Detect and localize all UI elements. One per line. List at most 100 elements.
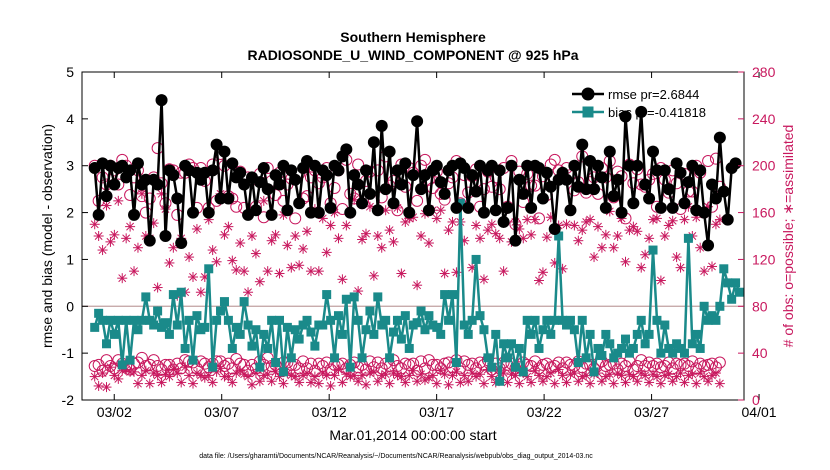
- obs-assimilated-point: [404, 370, 415, 381]
- asterisk-stroke: [248, 232, 256, 240]
- asterisk-stroke: [314, 267, 323, 276]
- obs-assimilated-point: [651, 213, 662, 224]
- obs-assimilated-point: [184, 370, 195, 381]
- obs-assimilated-point: [537, 376, 548, 387]
- asterisk-stroke: [248, 380, 256, 389]
- obs-assimilated-point: [533, 370, 544, 381]
- bias-point: [538, 325, 548, 335]
- obs-possible-point: [643, 356, 656, 369]
- bias-point: [381, 315, 391, 325]
- asterisk-stroke: [185, 371, 194, 380]
- rmse-point: [202, 206, 215, 219]
- obs-assimilated-point: [329, 370, 340, 381]
- y-tick-label: 3: [66, 158, 74, 174]
- asterisk-stroke: [625, 370, 634, 379]
- rmse-point: [694, 164, 707, 177]
- bias-series-layer: [90, 198, 745, 386]
- y-axis-right-label: # of obs: o=possible; ∗=assimilated: [780, 125, 796, 348]
- asterisk-stroke: [554, 365, 563, 374]
- rmse-point: [615, 206, 628, 219]
- rmse-point: [422, 204, 435, 217]
- bias-point: [337, 329, 347, 339]
- rmse-point: [619, 110, 632, 123]
- obs-assimilated-point: [435, 205, 446, 216]
- asterisk-stroke: [181, 363, 190, 372]
- bias-point: [463, 329, 473, 339]
- bias-point: [672, 339, 682, 349]
- obs-possible-point: [540, 357, 553, 370]
- obs-assimilated-point: [278, 378, 289, 389]
- obs-assimilated-point: [475, 369, 486, 380]
- obs-assimilated-point: [361, 228, 372, 239]
- y-tick-label: 5: [66, 64, 74, 80]
- bias-point: [251, 325, 261, 335]
- obs-assimilated-point: [490, 228, 501, 239]
- asterisk-stroke: [424, 239, 433, 247]
- rmse-point: [324, 201, 337, 214]
- bias-point: [306, 327, 316, 337]
- obs-assimilated-point: [703, 376, 714, 387]
- rmse-point: [430, 159, 443, 172]
- bias-point: [558, 315, 568, 325]
- bias-point: [94, 308, 104, 318]
- bias-point: [349, 292, 359, 302]
- rmse-point: [371, 204, 384, 217]
- bias-point: [184, 315, 194, 325]
- asterisk-stroke: [503, 378, 512, 387]
- bias-point: [192, 311, 202, 321]
- asterisk-stroke: [196, 371, 205, 380]
- rmse-point: [269, 169, 282, 182]
- bias-point: [200, 322, 210, 332]
- asterisk-stroke: [582, 371, 591, 380]
- obs-assimilated-point: [482, 225, 493, 236]
- obs-assimilated-point: [455, 377, 466, 388]
- asterisk-stroke: [314, 379, 323, 388]
- asterisk-stroke: [656, 379, 665, 388]
- obs-possible-point: [415, 355, 428, 368]
- bias-point: [392, 315, 402, 325]
- asterisk-stroke: [94, 381, 103, 390]
- rmse-point: [175, 237, 188, 250]
- obs-assimilated-point: [384, 378, 395, 389]
- obs-assimilated-point: [333, 364, 344, 375]
- bias-point: [412, 318, 422, 328]
- rmse-point: [348, 169, 361, 182]
- obs-assimilated-point: [416, 369, 427, 380]
- asterisk-stroke: [700, 372, 709, 381]
- bias-point: [141, 292, 151, 302]
- rmse-point: [379, 183, 392, 196]
- obs-assimilated-point: [679, 214, 690, 225]
- asterisk-stroke: [110, 371, 119, 380]
- obs-possible-point: [135, 351, 148, 364]
- bias-point: [444, 315, 454, 325]
- bias-point: [695, 343, 705, 353]
- bias-point: [219, 297, 229, 307]
- obs-assimilated-point: [451, 366, 462, 377]
- rmse-point: [458, 162, 471, 175]
- obs-possible-point: [230, 200, 243, 213]
- bias-point: [731, 278, 741, 288]
- bias-point: [208, 362, 218, 372]
- bias-point: [510, 362, 520, 372]
- asterisk-stroke: [633, 377, 642, 386]
- rmse-point: [434, 176, 447, 189]
- obs-assimilated-point: [620, 377, 631, 388]
- y-right-tick-label: 160: [752, 205, 776, 221]
- bias-point: [330, 353, 340, 363]
- asterisk-stroke: [401, 378, 410, 387]
- rmse-point: [395, 178, 408, 191]
- rmse-point: [717, 185, 730, 198]
- asterisk-stroke: [668, 216, 677, 225]
- obs-assimilated-point: [290, 371, 301, 382]
- asterisk-stroke: [342, 370, 351, 379]
- obs-assimilated-point: [596, 376, 607, 387]
- asterisk-stroke: [594, 222, 602, 231]
- obs-assimilated-point: [97, 245, 108, 256]
- bias-point: [153, 306, 163, 316]
- asterisk-stroke: [538, 268, 547, 277]
- obs-assimilated-point: [294, 260, 305, 271]
- bias-point: [628, 343, 638, 353]
- y-right-tick-label: 240: [752, 111, 776, 127]
- bias-point: [290, 325, 300, 335]
- bias-point: [176, 287, 186, 297]
